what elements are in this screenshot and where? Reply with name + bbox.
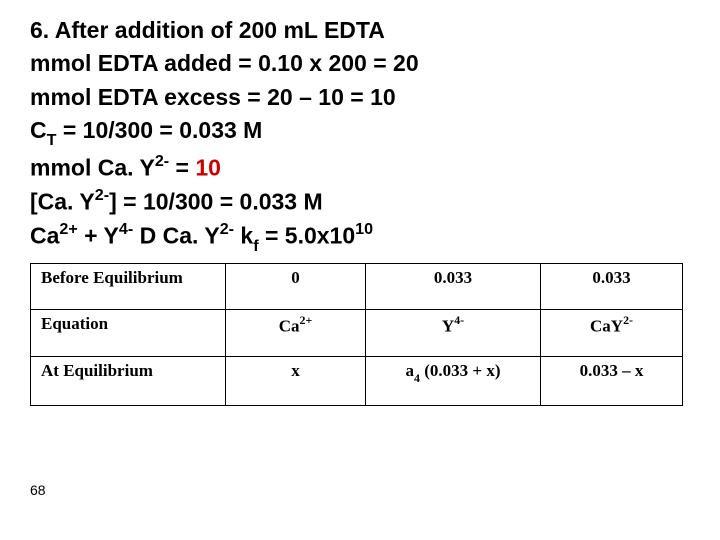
cell: Y4- xyxy=(366,309,541,357)
line-2: mmol EDTA added = 0.10 x 200 = 20 xyxy=(30,47,690,80)
text: Ca. Y xyxy=(163,223,220,249)
subscript: T xyxy=(47,131,57,149)
line-3: mmol EDTA excess = 20 – 10 = 10 xyxy=(30,81,690,114)
cell-label: At Equilibrium xyxy=(31,357,226,405)
text: = 10/300 = 0.033 M xyxy=(56,117,262,143)
cell-label: Before Equilibrium xyxy=(31,263,226,309)
subscript: 4 xyxy=(414,371,420,385)
subscript: f xyxy=(253,237,258,255)
superscript: 2+ xyxy=(59,220,77,238)
text: Ca xyxy=(279,316,300,335)
superscript: 2+ xyxy=(300,313,313,327)
text-red: 10 xyxy=(195,155,221,181)
text: mmol Ca. Y xyxy=(30,155,155,181)
superscript: 2- xyxy=(95,186,109,204)
cell: 0 xyxy=(226,263,366,309)
text: a xyxy=(406,361,415,380)
arrow-icon: D xyxy=(133,223,162,249)
superscript: 2- xyxy=(155,152,169,170)
line-7: Ca2+ + Y4- D Ca. Y2- kf = 5.0x1010 xyxy=(30,219,690,257)
text: L EDTA xyxy=(304,17,385,43)
text: Y xyxy=(442,316,454,335)
text: = xyxy=(169,155,195,181)
superscript: 2- xyxy=(623,313,633,327)
table-row: At Equilibrium x a4 (0.033 + x) 0.033 – … xyxy=(31,357,683,405)
slide-page: 6. After addition of 200 mL EDTA mmol ED… xyxy=(0,0,720,540)
text: C xyxy=(30,117,47,143)
cell: 0.033 xyxy=(366,263,541,309)
table-row: Before Equilibrium 0 0.033 0.033 xyxy=(31,263,683,309)
cell: x xyxy=(226,357,366,405)
cell: a4 (0.033 + x) xyxy=(366,357,541,405)
text: = 5.0x10 xyxy=(259,223,356,249)
text: Ca xyxy=(30,223,59,249)
line-6: [Ca. Y2-] = 10/300 = 0.033 M xyxy=(30,185,690,219)
table-row: Equation Ca2+ Y4- CaY2- xyxy=(31,309,683,357)
superscript: 4- xyxy=(454,313,464,327)
superscript: 10 xyxy=(355,220,373,238)
cell: CaY2- xyxy=(541,309,683,357)
line-5: mmol Ca. Y2- = 10 xyxy=(30,151,690,185)
text: (0.033 + x) xyxy=(420,361,501,380)
cell: 0.033 – x xyxy=(541,357,683,405)
text: [Ca. Y xyxy=(30,189,95,215)
page-number: 68 xyxy=(30,482,46,498)
line-4: CT = 10/300 = 0.033 M xyxy=(30,114,690,151)
cell-label: Equation xyxy=(31,309,226,357)
line-1: 6. After addition of 200 mL EDTA xyxy=(30,14,690,47)
text: + Y xyxy=(78,223,119,249)
cell: 0.033 xyxy=(541,263,683,309)
superscript: 2- xyxy=(220,220,234,238)
text: k xyxy=(234,223,253,249)
text: ] = 10/300 = 0.033 M xyxy=(109,189,323,215)
text: CaY xyxy=(590,316,623,335)
cell: Ca2+ xyxy=(226,309,366,357)
text: 6. After addition of 200 m xyxy=(30,17,304,43)
equilibrium-table: Before Equilibrium 0 0.033 0.033 Equatio… xyxy=(30,263,683,406)
superscript: 4- xyxy=(119,220,133,238)
